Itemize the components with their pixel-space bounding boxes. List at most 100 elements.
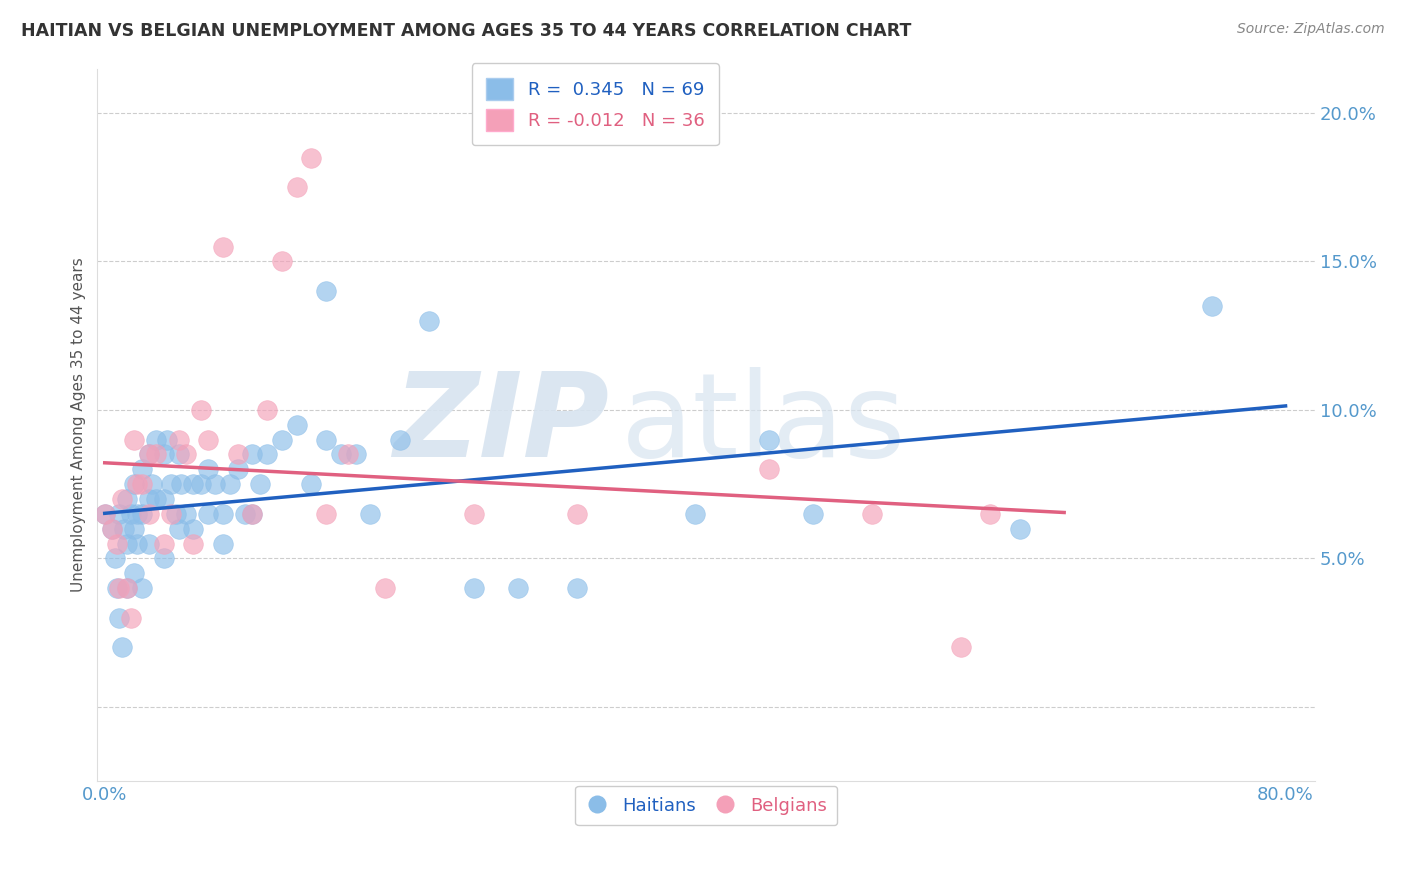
Point bbox=[190, 403, 212, 417]
Point bbox=[108, 507, 131, 521]
Point bbox=[105, 581, 128, 595]
Point bbox=[240, 507, 263, 521]
Point bbox=[181, 522, 204, 536]
Point bbox=[167, 522, 190, 536]
Point bbox=[190, 477, 212, 491]
Point bbox=[240, 447, 263, 461]
Point bbox=[240, 507, 263, 521]
Point bbox=[122, 433, 145, 447]
Point bbox=[115, 581, 138, 595]
Point bbox=[152, 551, 174, 566]
Point bbox=[418, 314, 440, 328]
Point bbox=[127, 536, 149, 550]
Point bbox=[131, 507, 153, 521]
Point bbox=[167, 447, 190, 461]
Point bbox=[388, 433, 411, 447]
Point bbox=[167, 433, 190, 447]
Point bbox=[131, 462, 153, 476]
Point bbox=[315, 433, 337, 447]
Point bbox=[181, 536, 204, 550]
Point bbox=[285, 417, 308, 432]
Point bbox=[111, 491, 134, 506]
Point bbox=[758, 462, 780, 476]
Point bbox=[374, 581, 396, 595]
Y-axis label: Unemployment Among Ages 35 to 44 years: Unemployment Among Ages 35 to 44 years bbox=[72, 258, 86, 592]
Point bbox=[463, 581, 485, 595]
Point bbox=[115, 581, 138, 595]
Point bbox=[108, 581, 131, 595]
Point bbox=[152, 447, 174, 461]
Point bbox=[174, 447, 197, 461]
Point bbox=[758, 433, 780, 447]
Point bbox=[565, 581, 588, 595]
Point bbox=[270, 254, 292, 268]
Point bbox=[329, 447, 352, 461]
Point bbox=[285, 180, 308, 194]
Point bbox=[979, 507, 1001, 521]
Point bbox=[152, 536, 174, 550]
Text: HAITIAN VS BELGIAN UNEMPLOYMENT AMONG AGES 35 TO 44 YEARS CORRELATION CHART: HAITIAN VS BELGIAN UNEMPLOYMENT AMONG AG… bbox=[21, 22, 911, 40]
Point bbox=[211, 507, 233, 521]
Point bbox=[156, 433, 179, 447]
Point bbox=[115, 491, 138, 506]
Point bbox=[299, 151, 322, 165]
Point bbox=[112, 522, 135, 536]
Text: ZIP: ZIP bbox=[392, 368, 609, 483]
Point bbox=[315, 284, 337, 298]
Point bbox=[122, 522, 145, 536]
Point bbox=[463, 507, 485, 521]
Point bbox=[359, 507, 381, 521]
Point bbox=[138, 507, 160, 521]
Text: atlas: atlas bbox=[621, 368, 907, 483]
Point bbox=[127, 477, 149, 491]
Point bbox=[197, 433, 219, 447]
Point bbox=[204, 477, 226, 491]
Point bbox=[131, 477, 153, 491]
Point bbox=[141, 477, 163, 491]
Point bbox=[226, 447, 249, 461]
Point bbox=[949, 640, 972, 655]
Point bbox=[120, 507, 142, 521]
Legend: Haitians, Belgians: Haitians, Belgians bbox=[575, 786, 838, 825]
Point bbox=[115, 536, 138, 550]
Point bbox=[122, 566, 145, 581]
Text: Source: ZipAtlas.com: Source: ZipAtlas.com bbox=[1237, 22, 1385, 37]
Point bbox=[683, 507, 706, 521]
Point bbox=[165, 507, 187, 521]
Point bbox=[181, 477, 204, 491]
Point bbox=[145, 447, 167, 461]
Point bbox=[131, 581, 153, 595]
Point bbox=[145, 491, 167, 506]
Point bbox=[170, 477, 193, 491]
Point bbox=[108, 611, 131, 625]
Point bbox=[860, 507, 883, 521]
Point bbox=[105, 536, 128, 550]
Point bbox=[211, 536, 233, 550]
Point bbox=[315, 507, 337, 521]
Point bbox=[256, 403, 278, 417]
Point bbox=[160, 507, 183, 521]
Point bbox=[138, 447, 160, 461]
Point bbox=[120, 611, 142, 625]
Point bbox=[249, 477, 271, 491]
Point bbox=[101, 522, 124, 536]
Point bbox=[344, 447, 367, 461]
Point bbox=[138, 536, 160, 550]
Point bbox=[337, 447, 360, 461]
Point bbox=[127, 507, 149, 521]
Point bbox=[1008, 522, 1031, 536]
Point bbox=[211, 240, 233, 254]
Point bbox=[111, 640, 134, 655]
Point bbox=[145, 433, 167, 447]
Point bbox=[152, 491, 174, 506]
Point bbox=[219, 477, 242, 491]
Point bbox=[93, 507, 115, 521]
Point bbox=[101, 522, 124, 536]
Point bbox=[256, 447, 278, 461]
Point bbox=[138, 447, 160, 461]
Point bbox=[174, 507, 197, 521]
Point bbox=[801, 507, 824, 521]
Point bbox=[1201, 299, 1223, 313]
Point bbox=[93, 507, 115, 521]
Point bbox=[160, 477, 183, 491]
